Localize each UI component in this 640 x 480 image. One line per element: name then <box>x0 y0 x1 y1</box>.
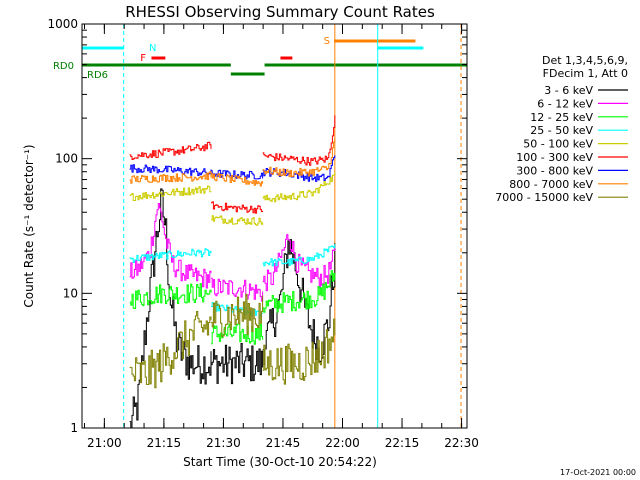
series-3-segment-1 <box>129 283 212 309</box>
series-6-segment-1 <box>129 141 212 160</box>
series-6 <box>129 115 336 214</box>
flag-rd0: RD0 <box>53 61 467 72</box>
flag-rd0-label: RD0 <box>53 61 74 72</box>
series-2-segment-1 <box>129 203 212 289</box>
x-tick-label-7: 22:30 <box>444 436 479 450</box>
series-9-segment-3 <box>262 318 336 385</box>
flag-f: F <box>140 53 293 64</box>
flag-rd6: RD6 <box>87 70 265 81</box>
series-9 <box>129 293 336 389</box>
x-tick-label-1: 21:00 <box>87 436 122 450</box>
legend-header-1: Det 1,3,4,5,6,9, <box>542 54 628 67</box>
series-8-segment-1 <box>129 171 212 184</box>
legend-label-7: 300 - 800 keV <box>516 164 593 177</box>
series-5-segment-2 <box>211 215 264 226</box>
series-1-segment-2 <box>211 343 264 385</box>
flag-s-label: S <box>324 36 330 47</box>
series-8 <box>129 138 336 187</box>
series-5-segment-1 <box>129 185 212 201</box>
legend-label-2: 6 - 12 keV <box>537 97 593 110</box>
x-axis-label: Start Time (30-Oct-10 20:54:22) <box>183 455 377 469</box>
flag-layer: NF S RD0 RD6 <box>53 36 467 81</box>
x-tick-label-5: 22:00 <box>325 436 360 450</box>
legend-label-6: 100 - 300 keV <box>516 151 593 164</box>
series-4-segment-1 <box>129 248 212 263</box>
flag-rd6-label: RD6 <box>87 70 108 81</box>
flag-n-label: N <box>149 43 156 54</box>
flag-f-label: F <box>140 53 146 64</box>
series-7-segment-2 <box>211 169 264 180</box>
plot-frame <box>81 23 468 429</box>
series-6-segment-3 <box>262 115 336 166</box>
series-5-segment-3 <box>262 172 336 203</box>
series-7-segment-3 <box>262 155 336 182</box>
series-3-segment-2 <box>211 323 264 345</box>
series-6-segment-2 <box>211 201 264 214</box>
y-tick-label-1: 1 <box>70 421 78 435</box>
series-5 <box>129 172 336 226</box>
legend: Det 1,3,4,5,6,9,FDecim 1, Att 0 3 - 6 keV… <box>495 54 628 204</box>
legend-header-2: FDecim 1, Att 0 <box>543 67 628 80</box>
flag-n: N <box>82 43 424 54</box>
y-tick-label-4: 1000 <box>47 17 78 31</box>
series-4-segment-3 <box>262 244 336 267</box>
series-9-segment-2 <box>211 293 264 338</box>
chart-title: RHESSI Observing Summary Count Rates <box>125 3 435 21</box>
series-8-segment-3 <box>262 138 336 178</box>
legend-label-1: 3 - 6 keV <box>544 84 593 97</box>
series-3 <box>129 270 336 345</box>
x-tick-label-3: 21:30 <box>206 436 241 450</box>
flag-s: S <box>324 36 416 47</box>
series-2-segment-2 <box>211 277 264 302</box>
x-tick-label-6: 22:15 <box>385 436 420 450</box>
legend-label-8: 800 - 7000 keV <box>509 178 593 191</box>
x-tick-label-2: 21:15 <box>147 436 182 450</box>
legend-label-3: 12 - 25 keV <box>530 111 593 124</box>
date-stamp: 17-Oct-2021 00:00 <box>560 468 636 477</box>
series-1-segment-1 <box>129 188 212 429</box>
x-axis: 21:00 21:15 21:30 21:45 22:00 22:15 22:30 <box>84 24 479 450</box>
y-axis: 1 10 100 1000 <box>47 17 467 435</box>
legend-label-9: 7000 - 15000 keV <box>495 191 593 204</box>
vline-layer <box>81 24 468 428</box>
y-tick-label-3: 100 <box>55 152 78 166</box>
y-tick-label-2: 10 <box>63 286 78 300</box>
series-9-segment-1 <box>129 311 212 389</box>
series-layer <box>129 115 336 429</box>
x-tick-label-4: 21:45 <box>266 436 301 450</box>
legend-label-5: 50 - 100 keV <box>523 138 593 151</box>
legend-label-4: 25 - 50 keV <box>530 124 593 137</box>
series-8-segment-2 <box>211 173 264 187</box>
series-7-segment-1 <box>129 164 212 176</box>
y-axis-label: Count Rate (s⁻¹ detector⁻¹) <box>22 144 36 307</box>
series-3-segment-3 <box>262 270 336 313</box>
